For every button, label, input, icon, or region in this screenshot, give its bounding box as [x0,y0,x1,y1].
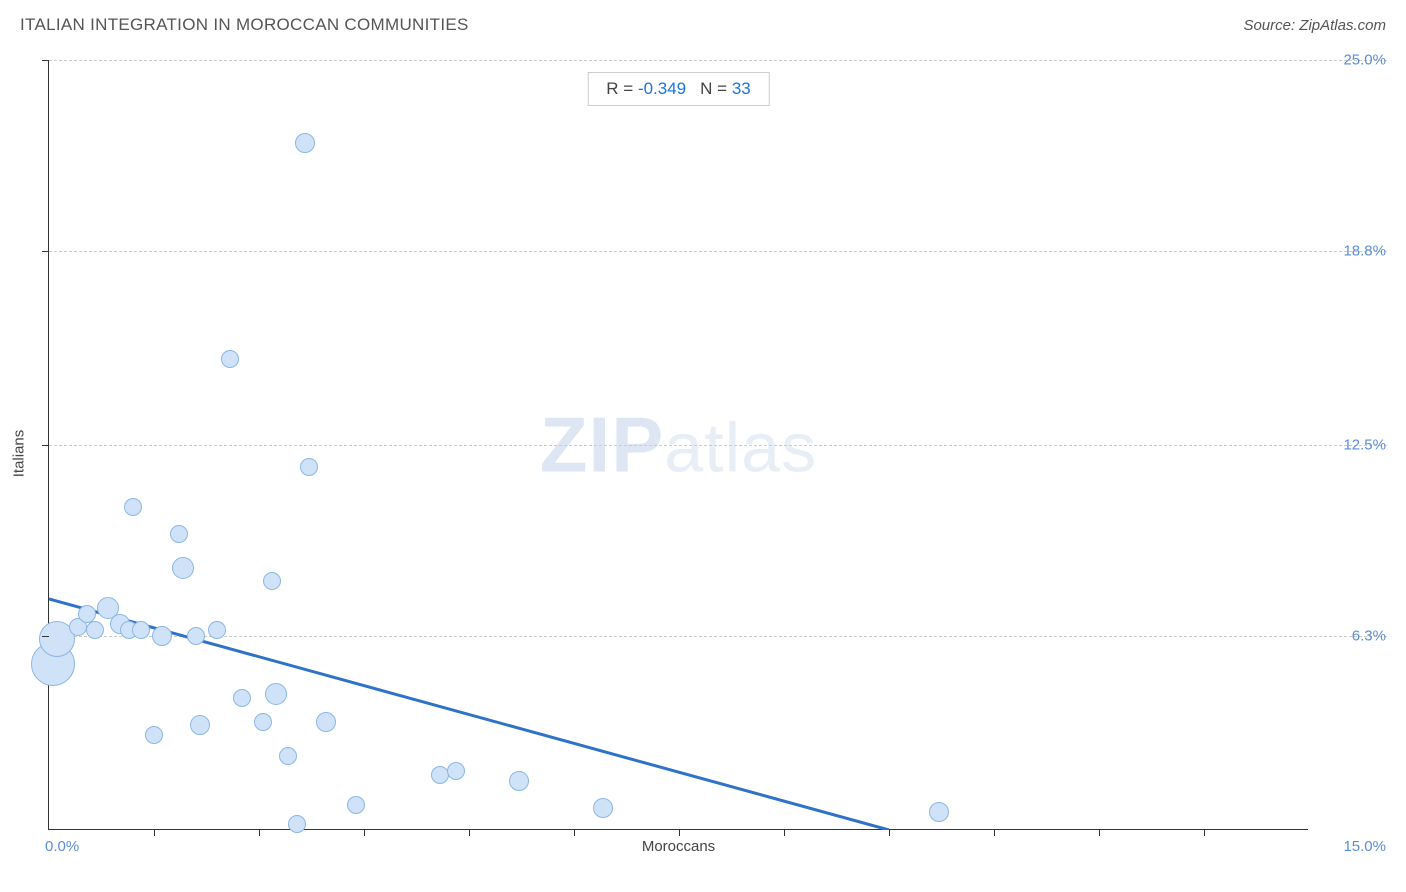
data-point[interactable] [593,798,613,818]
x-axis-label: Moroccans [642,838,715,855]
ytick-label: 12.5% [1343,437,1386,454]
stats-box: R = -0.349 N = 33 [587,72,769,106]
data-point[interactable] [172,557,194,579]
xtick-mark [784,829,785,836]
gridline [49,60,1387,61]
chart-container: ZIPatlas 6.3%12.5%18.8%25.0% R = -0.349 … [48,60,1386,855]
data-point[interactable] [316,712,336,732]
ytick-mark [42,636,49,637]
y-axis-label: Italians [11,429,28,477]
xtick-mark [154,829,155,836]
xtick-mark [574,829,575,836]
gridline [49,636,1387,637]
plot-area: ZIPatlas 6.3%12.5%18.8%25.0% R = -0.349 … [48,60,1308,830]
chart-title: ITALIAN INTEGRATION IN MOROCCAN COMMUNIT… [20,15,469,35]
data-point[interactable] [86,621,104,639]
data-point[interactable] [187,627,205,645]
data-point[interactable] [124,498,142,516]
data-point[interactable] [152,626,172,646]
xtick-mark [1204,829,1205,836]
data-point[interactable] [295,133,315,153]
xtick-mark [679,829,680,836]
data-point[interactable] [279,747,297,765]
data-point[interactable] [254,713,272,731]
data-point[interactable] [208,621,226,639]
xtick-mark [364,829,365,836]
gridline [49,251,1387,252]
ytick-label: 6.3% [1352,627,1386,644]
xtick-mark [469,829,470,836]
xtick-mark [1099,829,1100,836]
data-point[interactable] [221,350,239,368]
ytick-label: 25.0% [1343,52,1386,69]
data-point[interactable] [509,771,529,791]
xtick-mark [259,829,260,836]
chart-source: Source: ZipAtlas.com [1243,17,1386,34]
ytick-mark [42,60,49,61]
x-max-label: 15.0% [1343,838,1386,855]
data-point[interactable] [431,766,449,784]
data-point[interactable] [300,458,318,476]
data-point[interactable] [265,683,287,705]
ytick-mark [42,251,49,252]
data-point[interactable] [145,726,163,744]
ytick-mark [42,445,49,446]
data-point[interactable] [233,689,251,707]
data-point[interactable] [347,796,365,814]
data-point[interactable] [190,715,210,735]
data-point[interactable] [132,621,150,639]
data-point[interactable] [263,572,281,590]
ytick-label: 18.8% [1343,242,1386,259]
x-origin-label: 0.0% [45,838,79,855]
data-point[interactable] [929,802,949,822]
gridline [49,445,1387,446]
chart-header: ITALIAN INTEGRATION IN MOROCCAN COMMUNIT… [20,15,1386,35]
data-point[interactable] [447,762,465,780]
data-point[interactable] [288,815,306,833]
data-point[interactable] [170,525,188,543]
xtick-mark [889,829,890,836]
xtick-mark [994,829,995,836]
